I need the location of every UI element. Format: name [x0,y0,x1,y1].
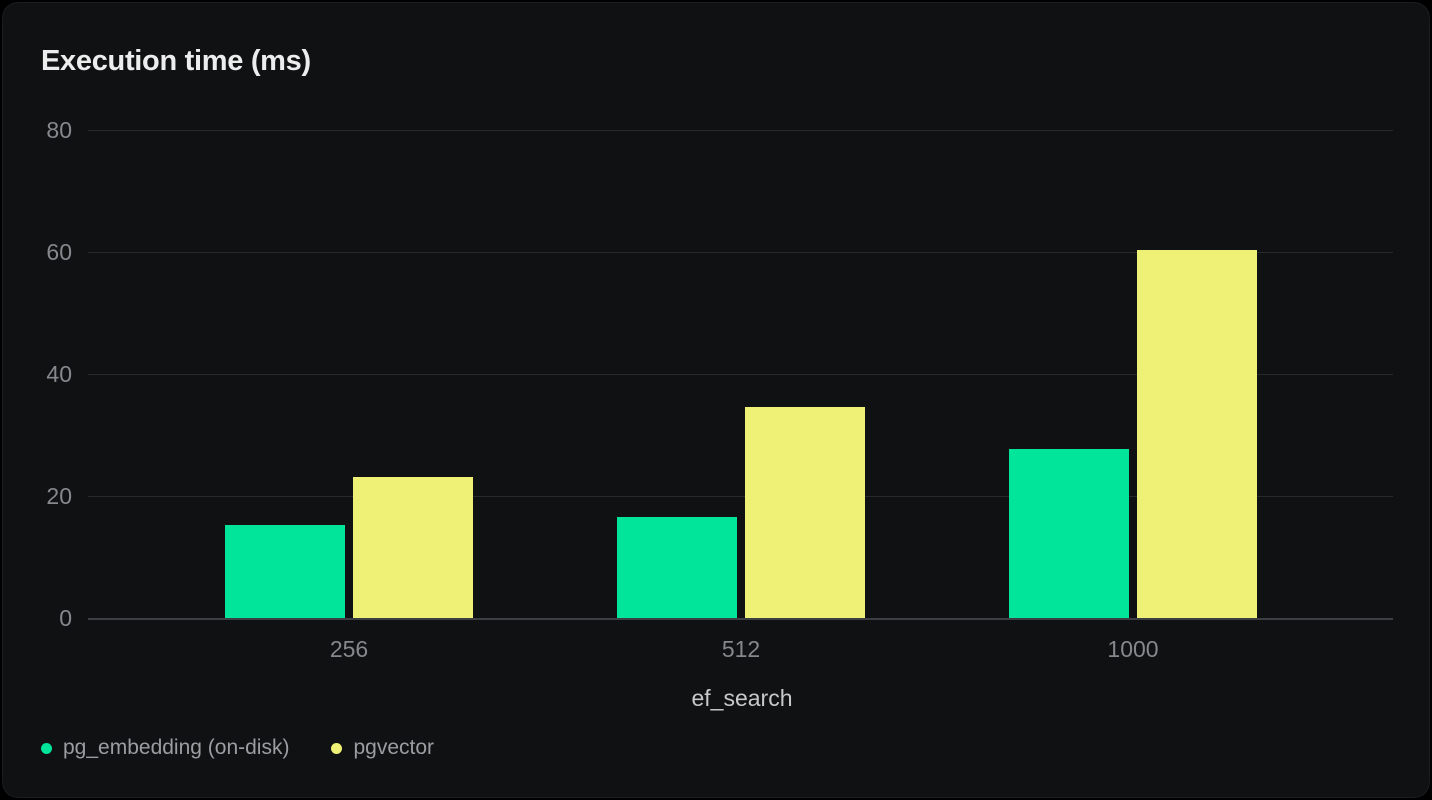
x-tick-label-256: 256 [329,636,369,662]
y-tick-label-20: 20 [46,483,72,509]
y-tick-label-80: 80 [46,117,72,143]
legend-dot-icon [41,742,52,754]
y-tick-label-40: 40 [46,361,72,387]
bar-1000-series-1 [1137,250,1257,618]
bar-256-series-0 [225,525,345,618]
gridline-80 [88,130,1393,131]
legend-item-1: pgvector [331,736,434,760]
x-axis-line [88,618,1393,620]
plot-area: 80 60 40 20 0 256 512 1000 [3,3,1429,797]
x-tick-label-512: 512 [721,636,761,662]
bar-1000-series-0 [1009,449,1129,618]
bar-256-series-1 [353,477,473,618]
legend-label: pgvector [353,736,435,759]
gridline-60 [88,252,1393,253]
y-tick-label-60: 60 [46,239,72,265]
x-axis-label: ef_search [691,685,793,711]
gridline-40 [88,374,1393,375]
legend: pg_embedding (on-disk) pgvector [41,736,434,760]
chart-title: Execution time (ms) [41,45,311,77]
bar-512-series-1 [745,407,865,618]
x-tick-label-1000: 1000 [1107,636,1159,662]
gridline-20 [88,496,1393,497]
legend-dot-icon [331,742,343,754]
legend-item-0: pg_embedding (on-disk) [41,736,289,760]
legend-label: pg_embedding (on-disk) [63,736,290,759]
bar-512-series-0 [617,517,737,618]
y-tick-label-0: 0 [59,605,72,631]
